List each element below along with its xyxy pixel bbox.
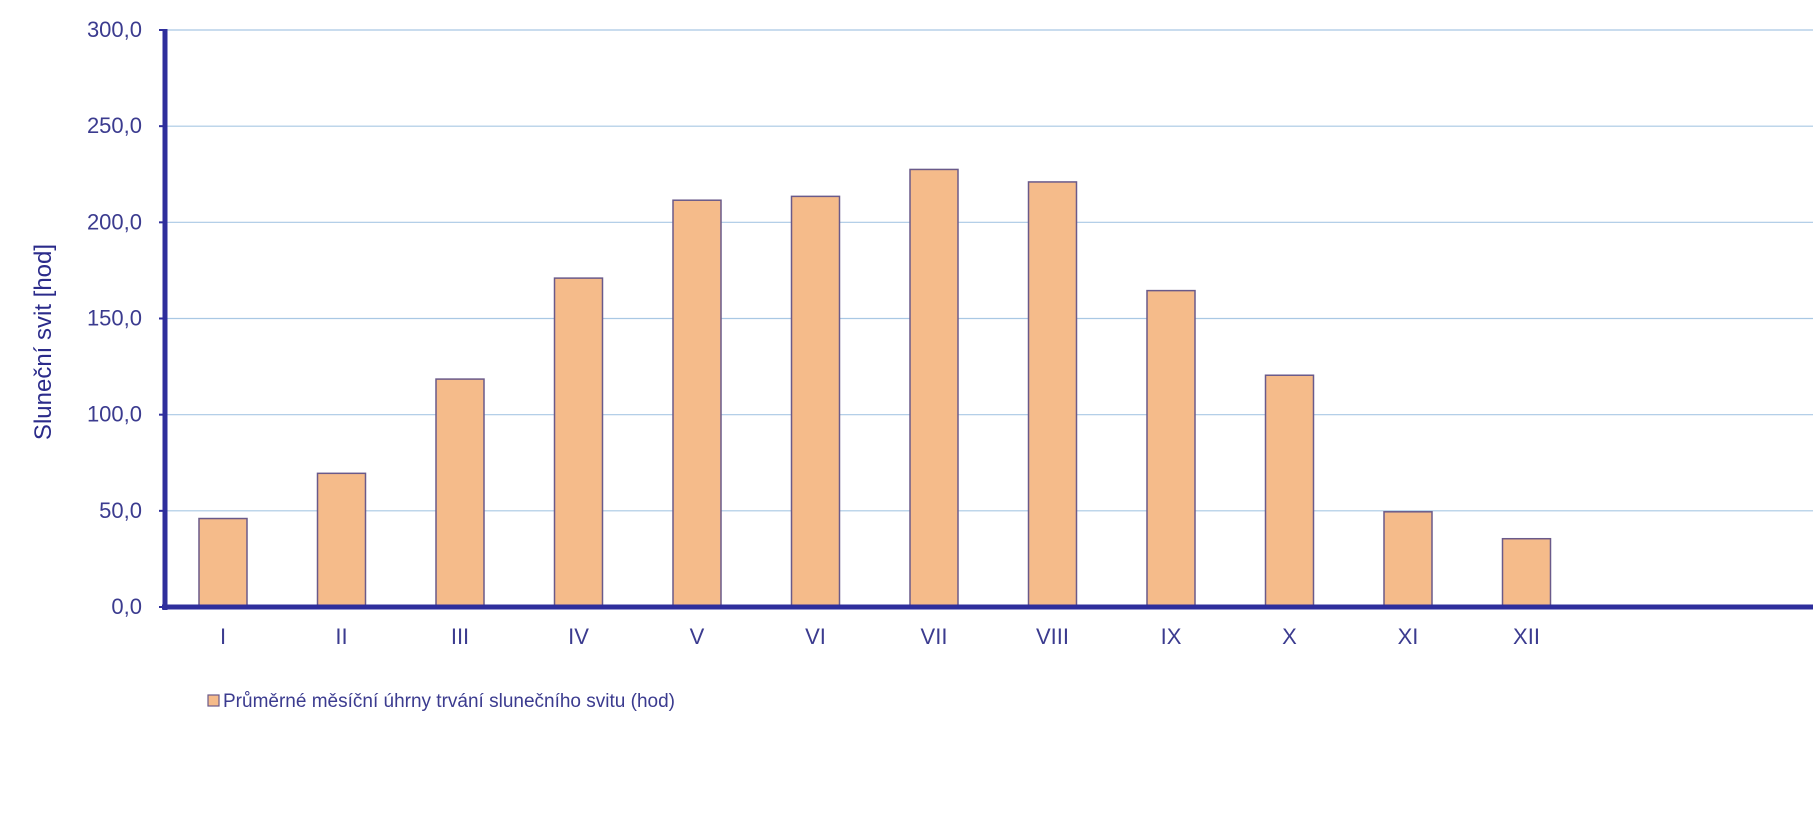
x-tick-label: IX bbox=[1161, 624, 1182, 649]
y-tick-label: 0,0 bbox=[111, 594, 142, 619]
x-tick-label: III bbox=[451, 624, 469, 649]
bar-I bbox=[198, 517, 248, 608]
x-tick-label: II bbox=[335, 624, 347, 649]
legend-swatch bbox=[207, 694, 220, 707]
bar-V bbox=[672, 199, 722, 608]
bar-XII bbox=[1501, 537, 1552, 608]
x-tick-label: XII bbox=[1513, 624, 1540, 649]
bar-VIII bbox=[1027, 181, 1078, 608]
gridlines bbox=[165, 29, 1813, 512]
y-tick-labels: 0,0 50,0 100,0 150,0 200,0 250,0 300,0 bbox=[87, 17, 142, 619]
y-tick-label: 100,0 bbox=[87, 402, 142, 427]
x-tick-label: VIII bbox=[1036, 624, 1069, 649]
x-tick-label: IV bbox=[568, 624, 589, 649]
axes bbox=[159, 29, 1813, 610]
x-tick-label: XI bbox=[1398, 624, 1419, 649]
bar-III bbox=[435, 378, 485, 608]
legend: Průměrné měsíční úhrny trvání slunečního… bbox=[207, 691, 675, 712]
y-tick-label: 50,0 bbox=[99, 498, 142, 523]
bar-VII bbox=[909, 168, 959, 608]
y-tick-label: 300,0 bbox=[87, 17, 142, 42]
bar-II bbox=[316, 472, 367, 608]
y-tick-label: 250,0 bbox=[87, 113, 142, 138]
y-axis-title: Sluneční svit [hod] bbox=[30, 244, 57, 440]
x-tick-label: X bbox=[1282, 624, 1297, 649]
legend-label: Průměrné měsíční úhrny trvání slunečního… bbox=[223, 691, 675, 712]
bar-IX bbox=[1146, 289, 1196, 608]
y-tick-label: 200,0 bbox=[87, 209, 142, 234]
bars bbox=[198, 168, 1552, 608]
bar-IV bbox=[553, 277, 604, 608]
bar-VI bbox=[790, 195, 841, 608]
x-tick-labels: I II III IV V VI VII VIII IX X XI XII bbox=[220, 624, 1540, 649]
x-tick-label: V bbox=[690, 624, 705, 649]
x-tick-label: VII bbox=[921, 624, 948, 649]
bar-XI bbox=[1383, 511, 1433, 608]
bar-X bbox=[1264, 374, 1315, 608]
y-tick-label: 150,0 bbox=[87, 306, 142, 331]
x-tick-label: VI bbox=[805, 624, 826, 649]
x-tick-label: I bbox=[220, 624, 226, 649]
